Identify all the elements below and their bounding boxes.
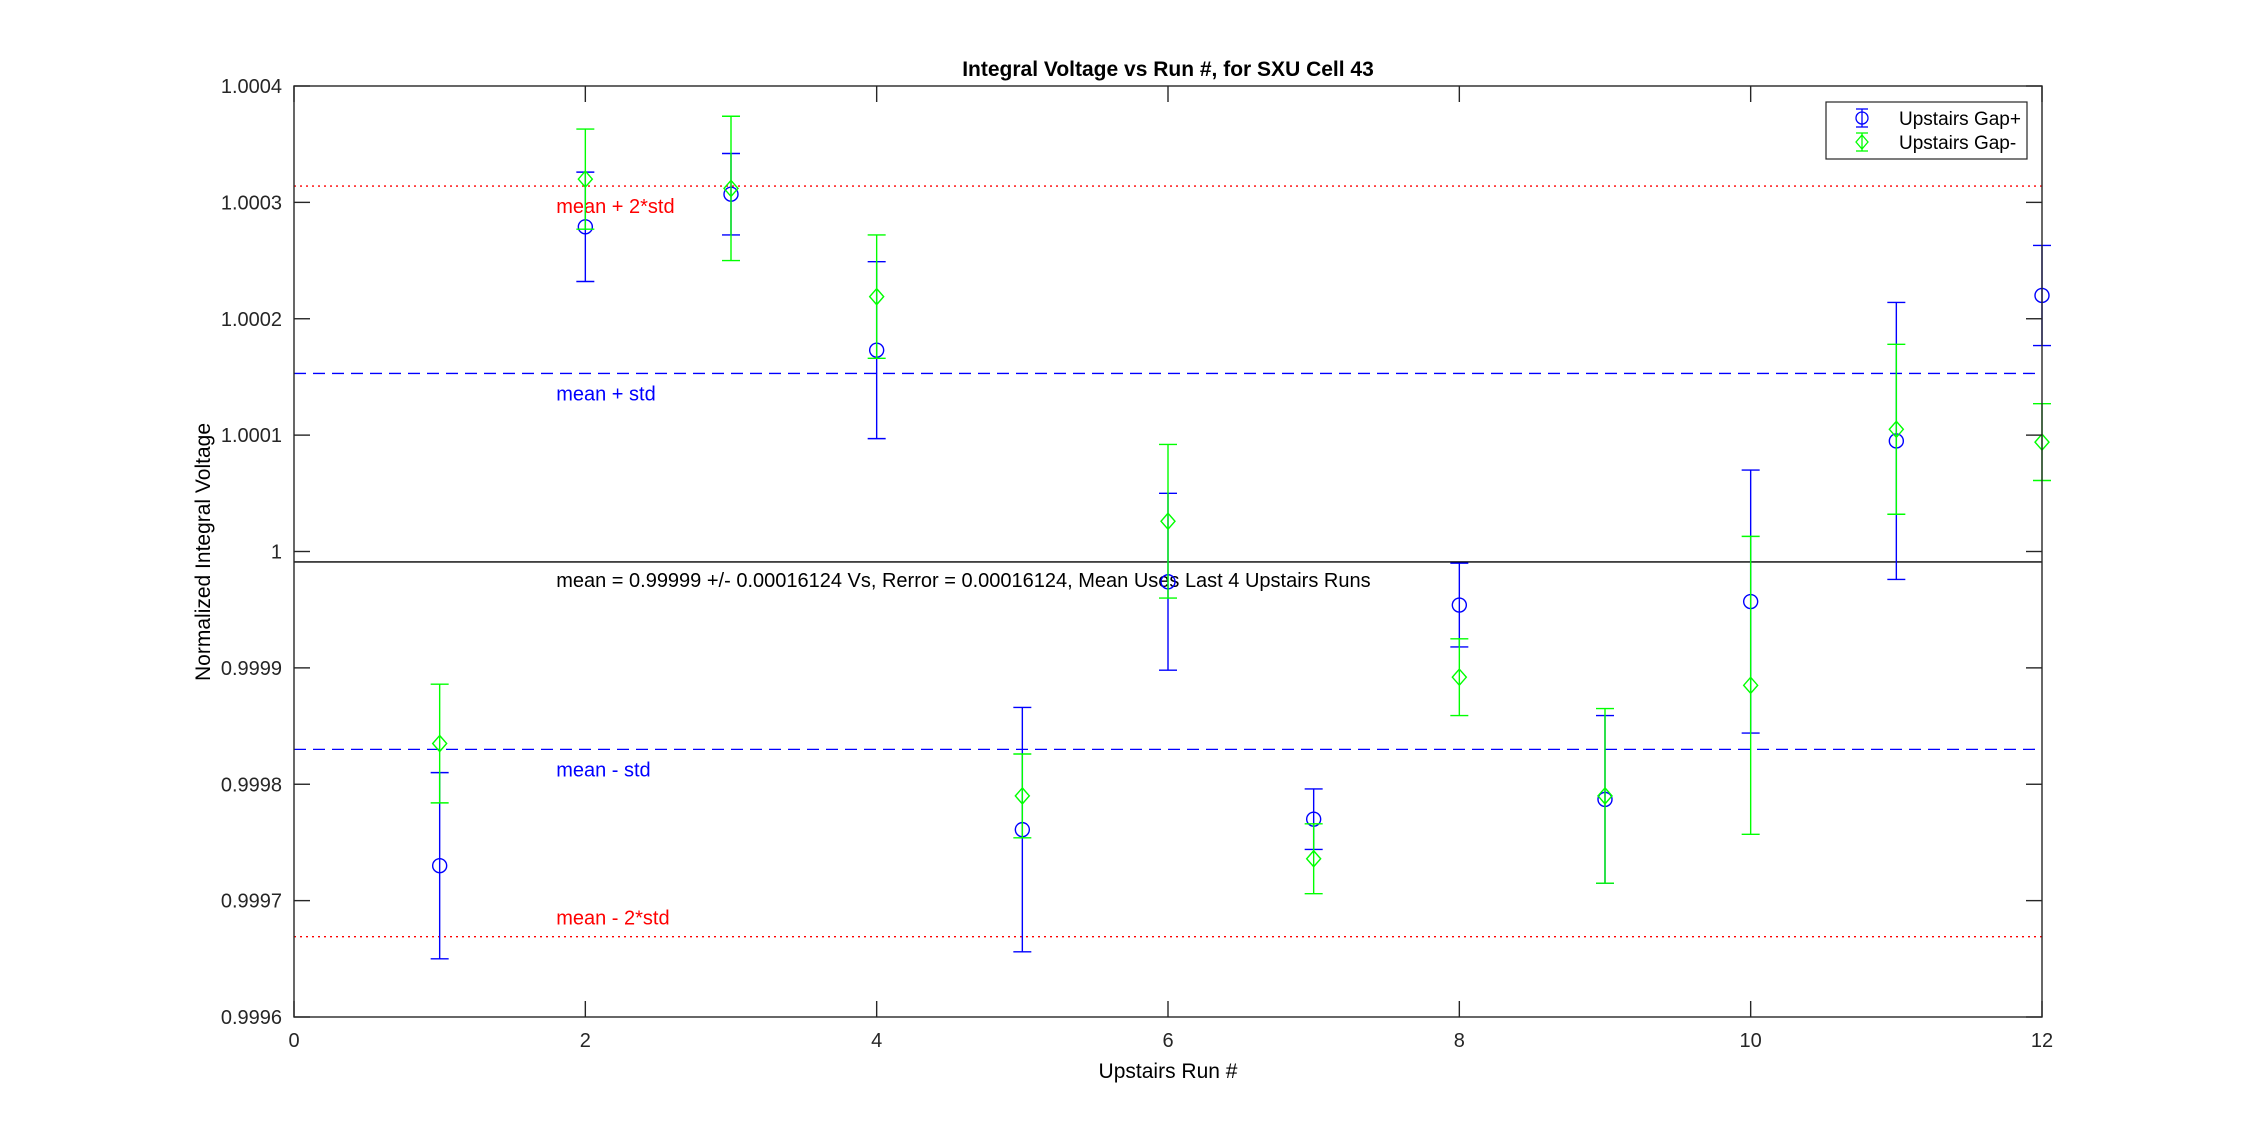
data-series — [430, 115, 2051, 960]
x-tick-label: 10 — [1740, 1030, 1762, 1052]
y-tick-label: 1.0001 — [221, 425, 282, 447]
y-tick-label: 0.9998 — [221, 774, 282, 796]
reference-label: mean = 0.99999 +/- 0.00016124 Vs, Rerror… — [556, 570, 1370, 592]
x-tick-label: 12 — [2031, 1030, 2053, 1052]
legend-label: Upstairs Gap- — [1899, 133, 2016, 154]
series-gap-minus — [430, 115, 2051, 895]
reference-label: mean + std — [556, 383, 656, 405]
x-axis-label: Upstairs Run # — [1099, 1060, 1238, 1083]
chart-title: Integral Voltage vs Run #, for SXU Cell … — [962, 58, 1374, 81]
legend-box — [1825, 101, 2028, 160]
y-tick-label: 0.9996 — [221, 1007, 282, 1029]
y-tick-label: 0.9997 — [221, 891, 282, 913]
series-gap-plus — [430, 152, 2051, 960]
reference-label: mean + 2*std — [556, 196, 674, 218]
x-tick-label: 8 — [1454, 1030, 1465, 1052]
y-tick-label: 1.0002 — [221, 309, 282, 331]
data-point — [431, 858, 448, 874]
y-tick-label: 1 — [271, 542, 282, 564]
data-point — [868, 287, 885, 306]
data-point — [1014, 786, 1031, 805]
reference-label: mean - std — [556, 759, 650, 781]
data-point — [723, 179, 739, 198]
reference-label: mean - 2*std — [556, 908, 669, 930]
data-point — [1160, 512, 1176, 531]
x-tick-label: 0 — [288, 1030, 299, 1052]
y-tick-label: 0.9999 — [221, 658, 282, 680]
data-point — [431, 734, 448, 753]
legend: Upstairs Gap+ Upstairs Gap- — [1825, 101, 2028, 160]
data-point — [1305, 849, 1322, 868]
data-point — [577, 170, 594, 189]
y-tick-label: 1.0003 — [221, 192, 282, 214]
y-axis-label: Normalized Integral Voltage — [192, 423, 215, 681]
y-tick-label: 1.0004 — [221, 76, 282, 98]
legend-marker-circle — [1855, 111, 1869, 125]
data-point — [1742, 676, 1759, 695]
x-tick-label: 6 — [1162, 1030, 1173, 1052]
legend-label: Upstairs Gap+ — [1899, 109, 2021, 130]
data-point — [1451, 668, 1468, 687]
data-point — [1451, 597, 1468, 613]
axis-ticks: 0 2 4 6 8 10 12 0.9996 0.9997 0.9998 0.9999 1 1.0001… — [221, 76, 2053, 1052]
x-tick-label: 4 — [871, 1030, 882, 1052]
legend-marker-diamond — [1855, 134, 1869, 150]
x-tick-label: 2 — [580, 1030, 591, 1052]
data-point — [1597, 786, 1613, 805]
data-point — [1888, 420, 1905, 439]
